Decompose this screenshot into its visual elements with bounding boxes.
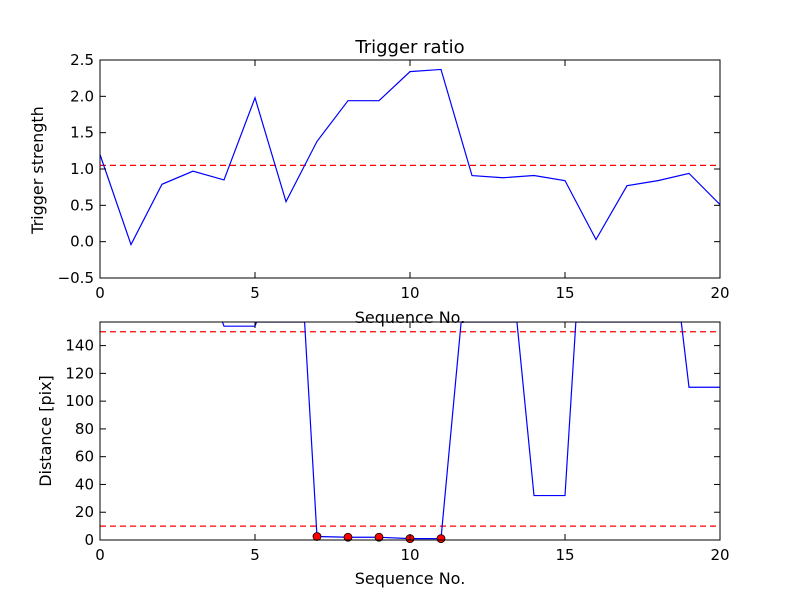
- distance-plot: Distance [pix] Sequence No. 0 5 10 15 20 0 20 4…: [36, 321, 730, 588]
- plot-frame: [99, 59, 721, 279]
- y-tick-label: 100: [65, 392, 94, 410]
- x-tick-label: 10: [400, 284, 419, 302]
- y-tick-label: 20: [75, 503, 94, 521]
- y-axis-label: Trigger strength: [28, 106, 47, 235]
- series-line: [100, 68, 720, 247]
- series-line: [221, 322, 720, 540]
- data-point-marker: [312, 532, 322, 541]
- data-point-marker: [374, 532, 384, 542]
- y-tick-label: 120: [65, 364, 94, 382]
- y-tick-label: 1.0: [70, 160, 94, 178]
- trigger-ratio-plot: Trigger ratio Trigger strength Sequence …: [28, 37, 730, 327]
- plot-area: [100, 68, 720, 247]
- x-tick-label: 15: [555, 284, 574, 302]
- y-tick-label: 2.0: [70, 87, 94, 105]
- x-tick-label: 20: [710, 284, 729, 302]
- x-axis-label: Sequence No.: [355, 569, 466, 588]
- y-tick-label: 80: [75, 420, 94, 438]
- x-tick-label: 0: [95, 284, 105, 302]
- x-tick-label: 15: [555, 546, 574, 564]
- y-tick-label: 0.0: [70, 233, 94, 251]
- y-tick-label: 60: [75, 448, 94, 466]
- x-tick-label: 20: [710, 546, 729, 564]
- y-tick-label: 40: [75, 475, 94, 493]
- x-tick-label: 5: [250, 284, 260, 302]
- data-point-marker: [343, 532, 353, 542]
- plot-frame: [99, 321, 721, 541]
- x-tick-label: 10: [400, 546, 419, 564]
- y-tick-label: −0.5: [58, 269, 94, 287]
- y-tick-label: 0: [84, 531, 94, 549]
- x-tick-label: 0: [95, 546, 105, 564]
- y-tick-label: 2.5: [70, 51, 94, 69]
- x-tick-label: 5: [250, 546, 260, 564]
- plot-area: [100, 322, 720, 540]
- y-tick-label: 140: [65, 337, 94, 355]
- y-tick-label: 1.5: [70, 124, 94, 142]
- chart-title: Trigger ratio: [354, 37, 464, 58]
- data-point-marker: [436, 534, 446, 544]
- y-axis-label: Distance [pix]: [36, 375, 55, 487]
- y-tick-label: 0.5: [70, 196, 94, 214]
